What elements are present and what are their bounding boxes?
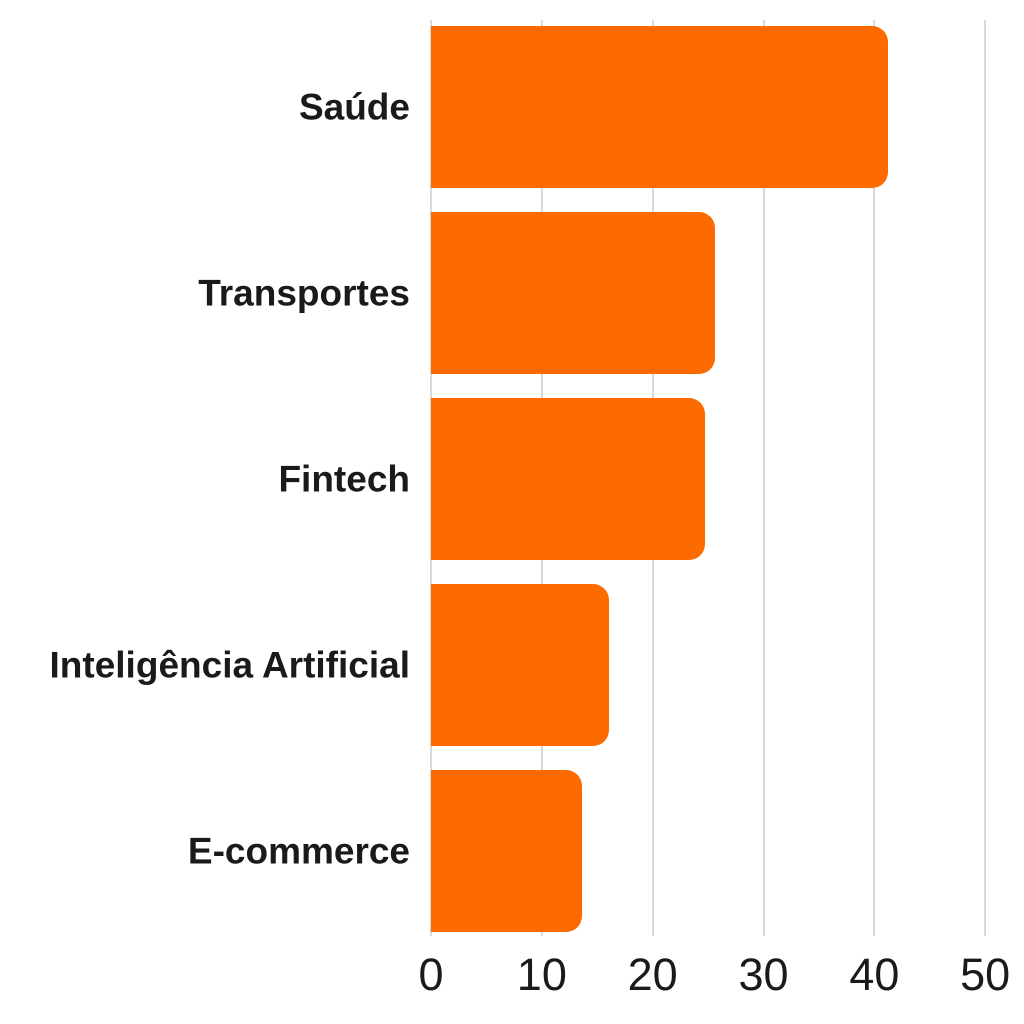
bar-transportes [431, 212, 715, 374]
x-tick-label-10: 10 [516, 949, 567, 1000]
bar-fintech [431, 398, 705, 560]
gridline-50 [984, 20, 987, 936]
bar-e-commerce [431, 770, 582, 932]
category-label-fintech: Fintech [278, 458, 410, 500]
category-label-saude: Saúde [298, 86, 410, 128]
category-label-transportes: Transportes [198, 272, 410, 314]
x-tick-label-20: 20 [627, 949, 678, 1000]
gridline-40 [873, 20, 876, 936]
x-tick-label-50: 50 [960, 949, 1011, 1000]
bar-inteligencia-artificial [431, 584, 610, 746]
gridline-30 [762, 20, 765, 936]
x-tick-label-30: 30 [738, 949, 789, 1000]
category-label-inteligencia-artificial: Inteligência Artificial [49, 644, 411, 686]
x-tick-label-0: 0 [418, 949, 444, 1000]
x-tick-label-40: 40 [849, 949, 900, 1000]
bar-saude [431, 26, 888, 188]
category-label-e-commerce: E-commerce [187, 830, 410, 872]
plot-area [430, 20, 1014, 936]
